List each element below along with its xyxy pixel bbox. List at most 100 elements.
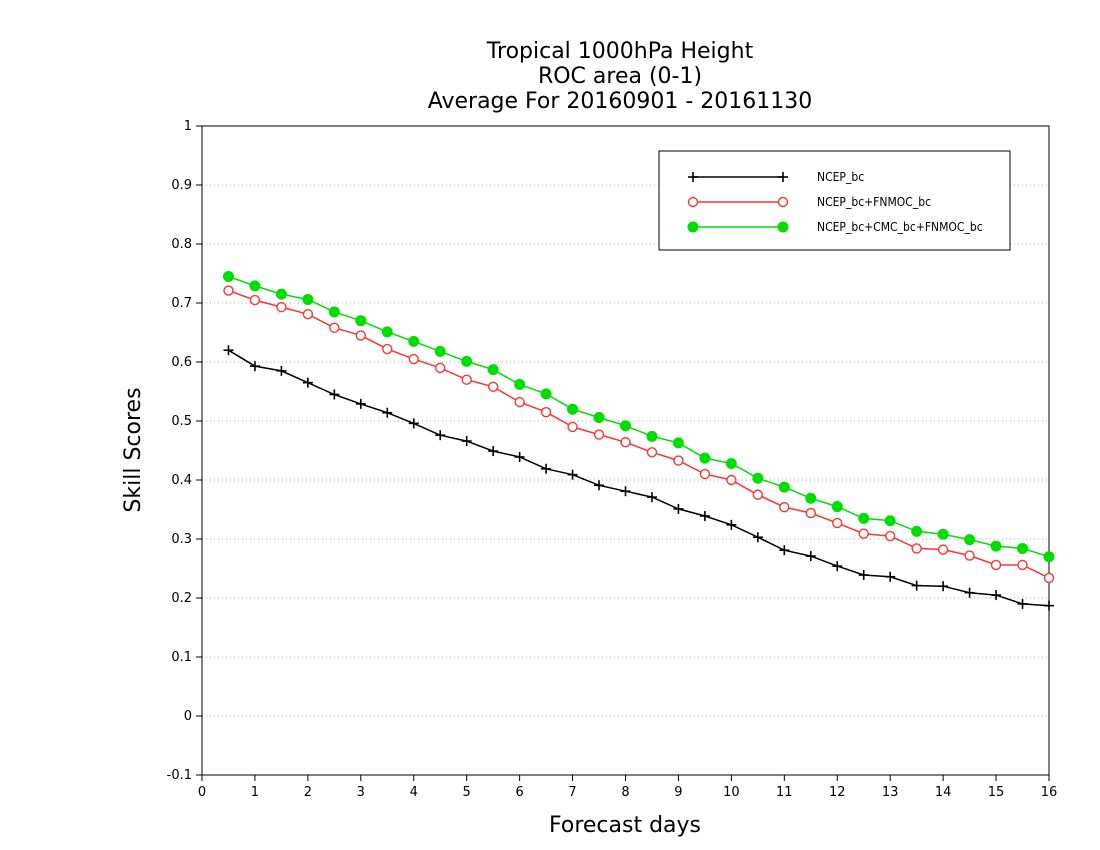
- series-2: [222, 270, 1055, 563]
- chart-title-line-2: ROC area (0-1): [538, 64, 702, 89]
- data-point: [541, 463, 552, 474]
- series-0: [223, 345, 1054, 611]
- data-point: [805, 507, 816, 519]
- x-tick-label: 4: [410, 785, 418, 800]
- y-tick-label: 0.8: [171, 237, 192, 252]
- data-point: [302, 309, 314, 320]
- data-point: [672, 437, 684, 449]
- legend-marker: [777, 221, 789, 233]
- data-point: [911, 580, 922, 591]
- axes: -0.100.10.20.30.40.50.60.70.80.910 1 2 3 4 5 6…: [167, 119, 1058, 800]
- legend-marker: [687, 221, 699, 233]
- data-point: [699, 468, 711, 480]
- data-point: [329, 389, 340, 400]
- y-tick-label: 0.2: [171, 591, 192, 606]
- data-point: [514, 451, 525, 462]
- data-point: [752, 532, 763, 543]
- x-tick-label: 14: [935, 785, 952, 800]
- data-point: [540, 388, 552, 400]
- y-tick-label: 0.7: [171, 296, 192, 311]
- x-tick-label: 15: [988, 785, 1005, 800]
- data-point: [831, 501, 843, 513]
- data-point: [884, 515, 896, 527]
- data-point: [223, 285, 234, 296]
- data-point: [593, 411, 605, 423]
- x-tick-label: 16: [1041, 785, 1058, 800]
- data-point: [620, 420, 631, 432]
- data-point: [699, 452, 711, 464]
- data-point: [329, 322, 340, 333]
- x-tick-label: 12: [829, 785, 846, 800]
- data-point: [673, 503, 684, 514]
- data-point: [408, 353, 419, 365]
- x-axis-label: Forecast days: [549, 813, 701, 838]
- data-point: [328, 306, 340, 318]
- y-tick-label: 0.6: [171, 355, 192, 370]
- x-tick-label: 2: [304, 785, 312, 800]
- data-point: [752, 489, 764, 500]
- data-point: [884, 530, 896, 542]
- data-point: [964, 550, 975, 561]
- series-line: [228, 275, 1050, 558]
- data-point: [302, 377, 313, 388]
- data-point: [593, 429, 605, 440]
- data-point: [911, 543, 922, 554]
- y-tick-label: 0.4: [171, 473, 192, 488]
- data-point: [646, 492, 657, 503]
- data-point: [594, 480, 605, 491]
- data-point: [673, 455, 684, 466]
- data-point: [540, 406, 552, 418]
- data-point: [885, 571, 896, 582]
- data-point: [1017, 559, 1028, 571]
- data-point: [567, 469, 578, 480]
- legend-label: NCEP_bc+CMC_bc+FNMOC_bc: [817, 220, 983, 234]
- data-point: [805, 551, 816, 562]
- y-tick-label: 0: [184, 709, 192, 724]
- chart-title: Tropical 1000hPa Height ROC area (0-1) A…: [428, 39, 813, 114]
- data-point: [355, 330, 367, 341]
- y-tick-label: 0.1: [171, 650, 192, 665]
- data-point: [249, 280, 261, 292]
- legend-marker: [778, 172, 788, 182]
- data-point: [858, 569, 869, 580]
- series-1: [223, 285, 1055, 584]
- data-point: [964, 534, 976, 546]
- data-point: [858, 512, 870, 524]
- data-point: [302, 293, 314, 305]
- data-point: [435, 362, 446, 374]
- legend-box: [658, 150, 1011, 251]
- data-point: [487, 364, 499, 376]
- data-point: [461, 436, 472, 447]
- x-tick-label: 9: [674, 785, 682, 800]
- data-point: [249, 361, 260, 372]
- data-point: [1017, 598, 1028, 609]
- data-point: [779, 501, 790, 513]
- data-point: [990, 540, 1002, 552]
- data-point: [911, 525, 923, 537]
- data-point: [725, 457, 737, 469]
- data-point: [461, 355, 473, 367]
- y-tick-label: 0.9: [171, 178, 192, 193]
- data-point: [1044, 600, 1054, 611]
- data-point: [355, 398, 366, 409]
- data-point: [223, 345, 234, 356]
- data-point: [778, 481, 790, 493]
- data-point: [408, 335, 420, 347]
- data-point: [991, 590, 1002, 601]
- data-point: [937, 544, 949, 555]
- data-point: [620, 437, 631, 448]
- legend-label: NCEP_bc: [817, 170, 864, 184]
- data-point: [514, 378, 526, 390]
- series-line: [228, 289, 1050, 579]
- data-point: [434, 345, 446, 357]
- series-layer: [222, 270, 1055, 611]
- x-tick-label: 5: [463, 785, 471, 800]
- data-point: [990, 559, 1002, 571]
- x-tick-label: 10: [723, 785, 740, 800]
- data-point: [249, 294, 261, 306]
- y-tick-label: -0.1: [167, 768, 192, 783]
- data-point: [726, 474, 737, 486]
- data-point: [567, 403, 579, 415]
- data-point: [805, 492, 817, 504]
